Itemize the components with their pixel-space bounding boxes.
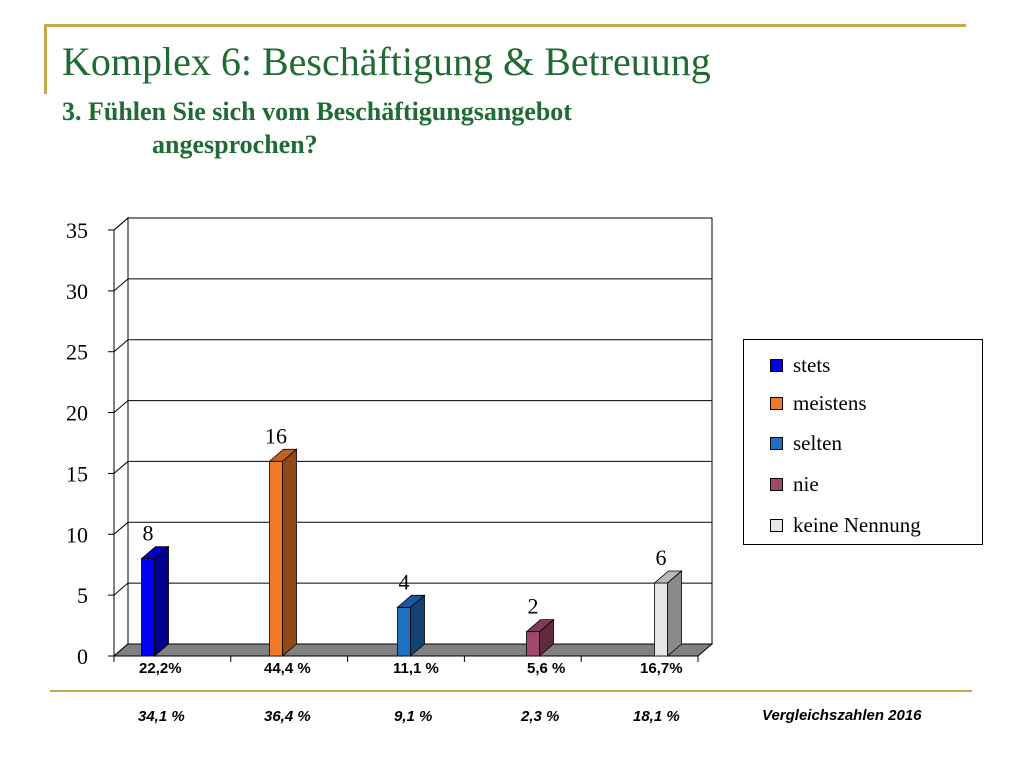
left-rule <box>44 24 47 94</box>
gridline-side <box>113 339 129 353</box>
percent-row: 22,2% 44,4 % 11,1 % 5,6 % 16,7% <box>0 660 1024 680</box>
bottom-rule <box>50 690 972 692</box>
data-label: 2 <box>528 594 539 619</box>
bar-side <box>154 545 169 657</box>
bar-keine-nennung <box>654 582 668 657</box>
legend-swatch <box>770 436 783 450</box>
y-tick-label: 15 <box>66 461 88 486</box>
y-tick-label: 35 <box>66 218 88 243</box>
bar-top <box>268 448 298 462</box>
comparison-label: Vergleichszahlen 2016 <box>762 707 922 724</box>
data-label: 8 <box>143 521 154 546</box>
comparison-value: 9,1 % <box>394 708 433 725</box>
gridline-side <box>113 582 129 596</box>
gridline-side <box>113 521 129 535</box>
bar-side <box>282 448 297 657</box>
data-label: 16 <box>265 423 287 448</box>
legend-item-stets: stets <box>770 352 830 378</box>
slide-title: Komplex 6: Beschäftigung & Betreuung <box>62 39 711 84</box>
bar-top <box>396 594 426 608</box>
top-rule <box>44 24 966 27</box>
bar-nie <box>526 631 540 657</box>
percent-label: 16,7% <box>640 660 683 677</box>
legend-swatch <box>770 358 783 372</box>
subtitle-line-1: 3. Fühlen Sie sich vom Beschäftigungsang… <box>62 97 572 126</box>
legend-item-keine-nennung: keine Nennung <box>770 512 921 538</box>
data-label: 4 <box>399 569 410 594</box>
legend-label: nie <box>793 471 819 496</box>
bar-top <box>525 619 555 633</box>
bar-selten <box>397 606 411 657</box>
legend-label: meistens <box>793 390 867 415</box>
percent-label: 22,2% <box>139 660 182 677</box>
legend-swatch <box>770 396 783 410</box>
comparison-value: 2,3 % <box>521 708 560 725</box>
y-tick-label: 0 <box>77 644 88 669</box>
y-tick-label: 10 <box>66 522 88 547</box>
legend-label: keine Nennung <box>793 512 921 537</box>
comparison-value: 34,1 % <box>138 708 185 725</box>
y-tick-label: 20 <box>66 401 88 426</box>
data-label: 6 <box>656 545 667 570</box>
plot-side-wall <box>113 216 129 658</box>
gridline-side <box>113 461 129 474</box>
gridline-side <box>113 400 129 413</box>
slide-subtitle: 3. Fühlen Sie sich vom Beschäftigungsang… <box>62 96 572 161</box>
bar-meistens <box>269 460 283 657</box>
gridline-side <box>113 217 129 231</box>
legend-swatch <box>770 477 783 491</box>
legend-label: selten <box>793 430 842 455</box>
percent-label: 44,4 % <box>264 660 311 677</box>
chart-legend: stets meistens selten nie keine Nennung <box>743 339 983 545</box>
bar-top <box>653 570 683 584</box>
plot-back-wall <box>127 217 713 645</box>
comparison-value: 18,1 % <box>633 708 680 725</box>
comparison-row: 34,1 % 36,4 % 9,1 % 2,3 % 18,1 % <box>0 708 1024 728</box>
subtitle-line-2: angesprochen? <box>152 129 318 159</box>
legend-item-nie: nie <box>770 471 819 497</box>
legend-label: stets <box>793 352 831 377</box>
bar-top <box>140 546 170 560</box>
bar-side <box>667 570 682 657</box>
y-tick-label: 5 <box>77 583 88 608</box>
bar-stets <box>141 558 155 657</box>
legend-item-meistens: meistens <box>770 390 867 416</box>
gridline-side <box>113 278 129 292</box>
y-tick-label: 25 <box>66 340 88 365</box>
percent-label: 5,6 % <box>527 660 566 677</box>
legend-item-selten: selten <box>770 430 842 456</box>
legend-swatch <box>770 518 783 532</box>
y-tick-label: 30 <box>66 279 88 304</box>
percent-label: 11,1 % <box>393 660 439 677</box>
comparison-value: 36,4 % <box>264 708 311 725</box>
